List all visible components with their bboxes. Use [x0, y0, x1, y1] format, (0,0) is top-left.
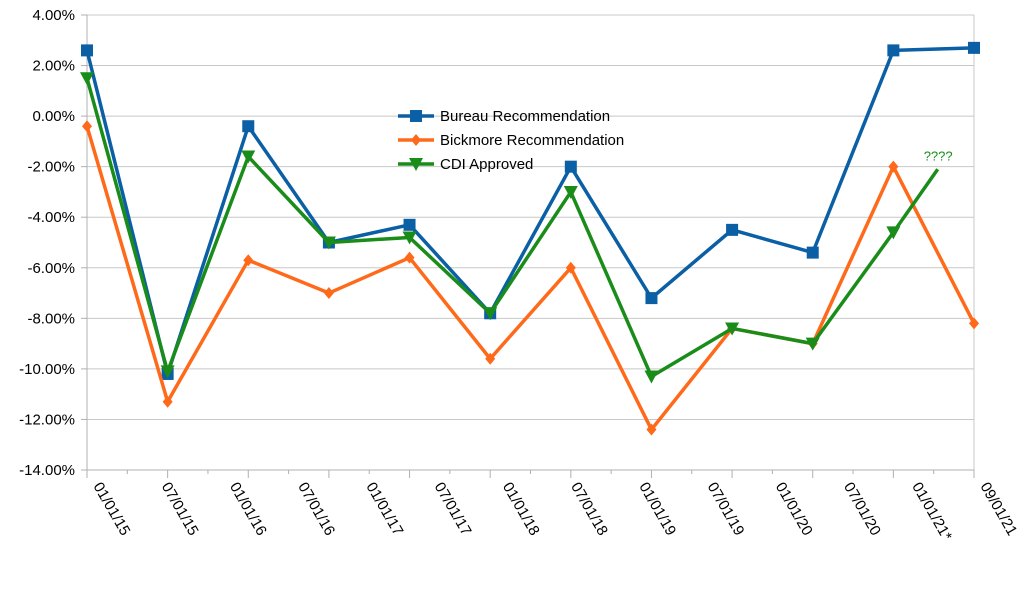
data-point	[243, 254, 254, 267]
x-tick-label: 07/01/18	[567, 480, 611, 539]
data-point	[162, 395, 173, 408]
data-point	[402, 231, 417, 245]
data-point	[969, 317, 979, 330]
series-line	[85, 77, 940, 379]
x-tick-label: 01/01/16	[226, 480, 270, 539]
series-cdi-approved	[80, 72, 940, 384]
data-point	[409, 158, 423, 171]
data-point	[886, 226, 901, 240]
y-tick-label: -8.00%	[27, 310, 75, 327]
y-tick-label: -14.00%	[19, 462, 75, 479]
y-tick-label: -6.00%	[27, 260, 75, 277]
x-tick-label: 07/01/17	[431, 480, 475, 539]
x-tick-label: 01/01/15	[90, 480, 134, 539]
data-point	[565, 261, 576, 274]
data-point	[644, 370, 659, 384]
data-point	[968, 41, 980, 54]
data-point	[563, 185, 578, 199]
legend-item: Bureau Recommendation	[398, 108, 610, 125]
x-tick-label: 07/01/19	[704, 480, 748, 539]
legend-item: CDI Approved	[398, 156, 533, 173]
x-tick-label: 01/01/21*	[908, 480, 955, 544]
series-bureau-recommendation	[81, 41, 980, 380]
series-bickmore-recommendation	[82, 120, 979, 436]
y-tick-label: -10.00%	[19, 361, 75, 378]
data-point	[323, 287, 334, 300]
data-point	[888, 160, 899, 173]
y-tick-label: 2.00%	[32, 58, 75, 75]
y-tick-label: -4.00%	[27, 209, 75, 226]
annotation-text: ????	[924, 149, 953, 164]
data-point	[160, 365, 175, 379]
data-point	[403, 218, 416, 231]
data-point	[241, 150, 256, 164]
data-point	[805, 337, 820, 351]
data-point	[485, 352, 496, 365]
data-point	[887, 44, 900, 57]
data-point	[81, 44, 93, 57]
data-point	[645, 292, 658, 305]
series-group	[80, 41, 980, 436]
data-point	[82, 120, 92, 133]
series-line	[85, 125, 976, 432]
x-tick-label: 01/01/20	[772, 480, 816, 539]
x-tick-label: 07/01/20	[840, 480, 884, 539]
data-point	[726, 223, 739, 236]
y-tick-label: 4.00%	[32, 7, 75, 24]
x-tick-label: 07/01/16	[294, 480, 338, 539]
data-point	[725, 322, 740, 336]
legend-label: Bureau Recommendation	[440, 108, 610, 125]
data-point	[321, 236, 336, 250]
data-point	[404, 251, 415, 264]
x-tick-label: 01/01/18	[499, 480, 543, 539]
data-point	[646, 423, 657, 436]
data-point	[483, 307, 498, 321]
legend-label: CDI Approved	[440, 156, 533, 173]
y-tick-label: -2.00%	[27, 159, 75, 176]
data-point	[242, 120, 255, 133]
x-axis-ticks: 01/01/15 07/01/15 01/01/16 07/01/16 01/01/17…	[86, 470, 1021, 544]
data-point	[411, 134, 421, 146]
legend-label: Bickmore Recommendation	[440, 132, 624, 149]
y-tick-label: -12.00%	[19, 411, 75, 428]
data-point	[410, 110, 422, 122]
annotations: ????	[924, 149, 953, 164]
x-tick-label: 07/01/15	[158, 480, 202, 539]
series-line	[85, 46, 975, 376]
legend-item: Bickmore Recommendation	[398, 132, 624, 149]
data-point	[564, 160, 577, 173]
y-axis-ticks: 4.00% 2.00% 0.00% -2.00% -4.00% -6.00% -8.00% -…	[19, 7, 87, 479]
x-tick-label: 01/01/19	[635, 480, 679, 539]
legend: Bureau Recommendation Bickmore Recommenda…	[398, 108, 624, 173]
data-point	[806, 246, 819, 259]
y-tick-label: 0.00%	[32, 108, 75, 125]
x-tick-label: 01/01/17	[362, 480, 406, 539]
data-point	[80, 72, 94, 86]
x-tick-label: 09/01/21	[977, 480, 1021, 539]
